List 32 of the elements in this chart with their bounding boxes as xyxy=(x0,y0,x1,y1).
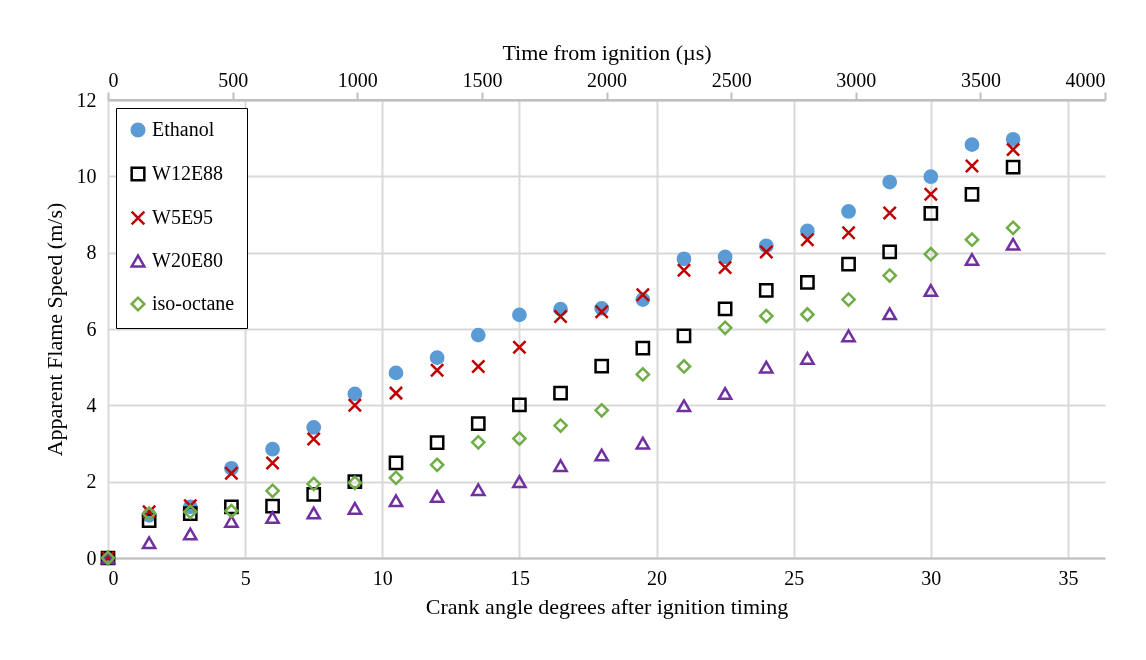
x2-axis-title: Time from ignition (µs) xyxy=(502,39,712,65)
y-axis-title: Apparent Flame Speed (m/s) xyxy=(41,202,67,457)
x-tick-label: 0 xyxy=(108,566,119,589)
x2-tick-label: 500 xyxy=(218,68,249,91)
x-tick-label: 20 xyxy=(647,566,668,589)
x2-tick-label: 1500 xyxy=(462,68,503,91)
legend-label: W20E80 xyxy=(152,249,224,271)
x2-tick-label: 3000 xyxy=(836,68,877,91)
y-tick-label: 8 xyxy=(86,241,97,264)
legend-label: W5E95 xyxy=(152,206,214,228)
x-tick-label: 15 xyxy=(509,566,530,589)
x-tick-label: 25 xyxy=(784,566,805,589)
legend-label: Ethanol xyxy=(152,118,215,140)
x2-tick-label: 2500 xyxy=(711,68,752,91)
x-tick-label: 35 xyxy=(1058,566,1079,589)
y-tick-label: 6 xyxy=(86,317,97,340)
x2-tick-label: 2000 xyxy=(587,68,627,91)
y-tick-label: 0 xyxy=(86,546,97,569)
y-tick-label: 12 xyxy=(76,88,97,111)
y-tick-label: 4 xyxy=(86,393,97,416)
x-tick-label: 5 xyxy=(240,566,251,589)
x-tick-label: 30 xyxy=(921,566,942,589)
y-tick-label: 2 xyxy=(86,470,97,493)
x2-tick-label: 3500 xyxy=(960,68,1001,91)
x-axis-title: Crank angle degrees after ignition timing xyxy=(425,593,789,619)
x2-tick-label: 0 xyxy=(108,68,119,91)
x2-tick-label: 1000 xyxy=(337,68,378,91)
x2-tick-label: 4000 xyxy=(1065,68,1106,91)
y-tick-label: 10 xyxy=(76,164,97,187)
legend-label: iso-octane xyxy=(152,292,235,314)
x-tick-label: 10 xyxy=(372,566,393,589)
legend-label: W12E88 xyxy=(152,162,224,184)
